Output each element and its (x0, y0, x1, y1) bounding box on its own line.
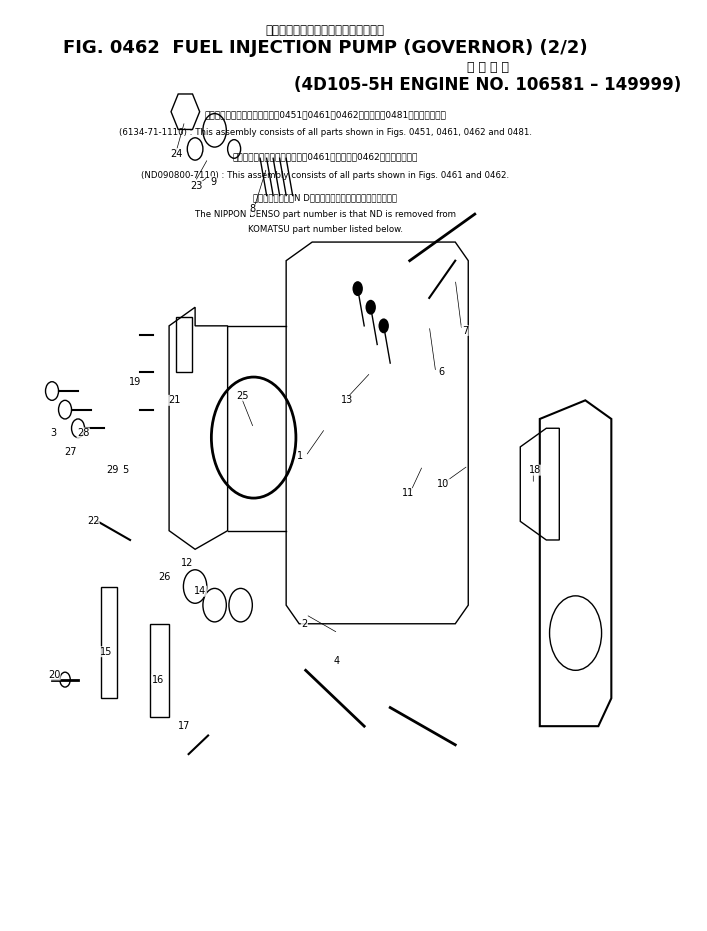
Text: 22: 22 (87, 517, 99, 526)
Text: 11: 11 (402, 489, 414, 498)
Text: 26: 26 (158, 573, 170, 582)
Text: 18: 18 (528, 466, 541, 475)
Text: KOMATSU part number listed below.: KOMATSU part number listed below. (247, 225, 403, 235)
Circle shape (378, 318, 389, 333)
Text: フェルインジェクションポンプガバナ: フェルインジェクションポンプガバナ (266, 24, 385, 37)
Text: 14: 14 (194, 587, 206, 596)
Text: 16: 16 (152, 675, 164, 684)
Text: (4D105-5H ENGINE NO. 106581 – 149999): (4D105-5H ENGINE NO. 106581 – 149999) (294, 76, 682, 94)
Text: 23: 23 (190, 182, 203, 191)
Text: 4: 4 (334, 656, 340, 666)
Bar (175, 317, 192, 372)
Text: このアセンブリの構成部品は第0461図および第0462図を含みます．: このアセンブリの構成部品は第0461図および第0462図を含みます． (233, 153, 418, 162)
Text: 5: 5 (122, 466, 129, 475)
Text: 6: 6 (438, 368, 444, 377)
Text: このアセンブリの構成部品は第0451，0461，0462図および第0481図を含みます．: このアセンブリの構成部品は第0451，0461，0462図および第0481図を含… (204, 110, 446, 119)
Text: 15: 15 (100, 647, 112, 656)
Bar (101, 587, 117, 698)
Text: 20: 20 (48, 670, 60, 680)
Text: 29: 29 (106, 466, 119, 475)
Text: 2: 2 (301, 619, 308, 628)
Text: 8: 8 (250, 205, 255, 214)
Text: The NIPPON DENSO part number is that ND is removed from: The NIPPON DENSO part number is that ND … (194, 210, 456, 220)
Text: 28: 28 (77, 428, 89, 438)
Text: 適 用 号 機: 適 用 号 機 (467, 61, 509, 74)
Text: 12: 12 (181, 559, 194, 568)
Text: 3: 3 (50, 428, 57, 438)
Text: 9: 9 (210, 177, 216, 186)
Text: (6134-71-1110) : This assembly consists of all parts shown in Figs. 0451, 0461, : (6134-71-1110) : This assembly consists … (119, 128, 532, 138)
Bar (150, 624, 169, 717)
Text: 19: 19 (129, 377, 141, 386)
Text: 7: 7 (462, 326, 468, 335)
Circle shape (366, 300, 376, 315)
Text: 27: 27 (64, 447, 76, 456)
Text: 17: 17 (178, 722, 190, 731)
Circle shape (353, 281, 363, 296)
Text: 24: 24 (170, 149, 183, 158)
Text: 13: 13 (341, 396, 353, 405)
Text: 25: 25 (236, 391, 249, 400)
Text: 1: 1 (298, 452, 303, 461)
Text: 品番のメーカ記号N Dを除いたものが日本電装の品番です．: 品番のメーカ記号N Dを除いたものが日本電装の品番です． (253, 194, 397, 203)
Text: 21: 21 (168, 396, 180, 405)
Text: 10: 10 (438, 479, 450, 489)
Text: FIG. 0462  FUEL INJECTION PUMP (GOVERNOR) (2/2): FIG. 0462 FUEL INJECTION PUMP (GOVERNOR)… (63, 39, 588, 57)
Text: (ND090800-7110) : This assembly consists of all parts shown in Figs. 0461 and 04: (ND090800-7110) : This assembly consists… (141, 171, 509, 181)
